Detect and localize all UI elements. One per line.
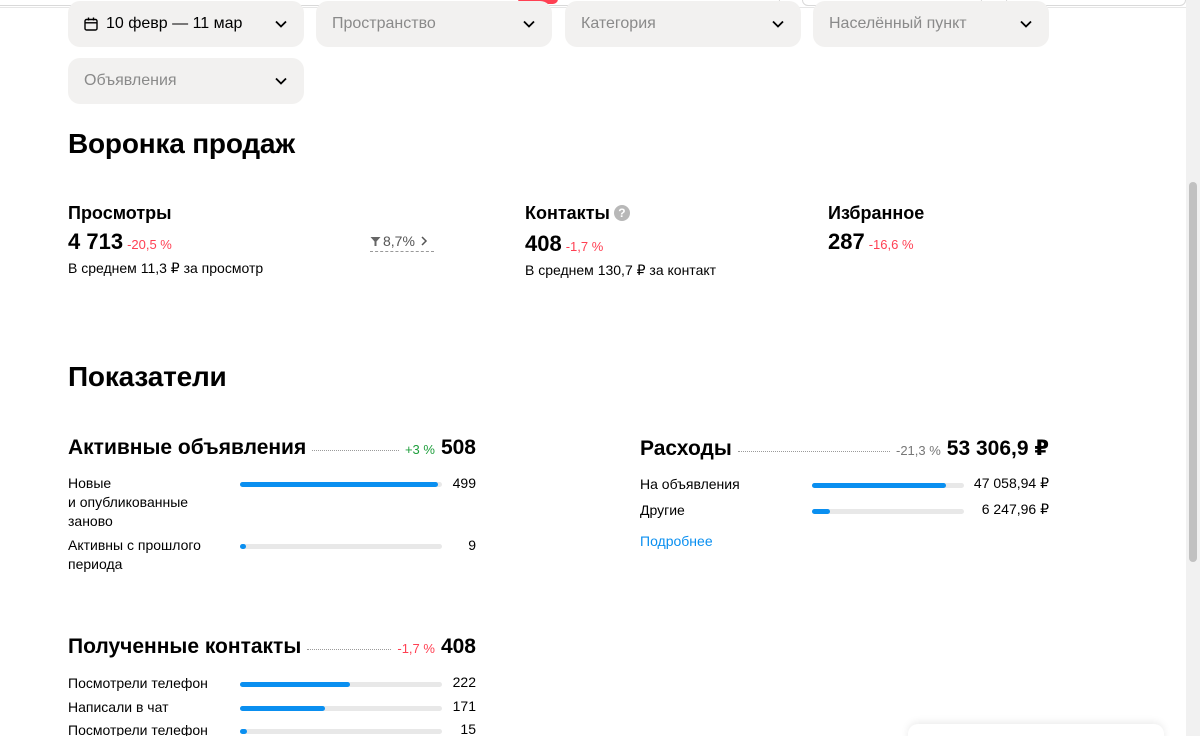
bar-fill: [240, 544, 247, 549]
chevron-down-icon: [772, 20, 784, 28]
expenses-row-label: Другие: [640, 502, 685, 518]
date-range-filter[interactable]: 10 февр — 11 мар: [68, 1, 304, 47]
space-filter-label: Пространство: [332, 15, 436, 32]
contacts-title: Контакты: [525, 203, 610, 223]
active-row-bar: [240, 482, 442, 487]
bar-fill: [240, 706, 325, 711]
expenses-total: 53 306,9 ₽: [946, 437, 1049, 460]
favorites-title: Избранное: [828, 203, 925, 223]
dotted-leader: [312, 450, 399, 451]
contacts-row-label: Написали в чат: [68, 699, 169, 715]
contacts-received-total: 408: [440, 635, 476, 658]
help-icon[interactable]: ?: [613, 205, 630, 221]
more-details-link[interactable]: Подробнее: [640, 533, 713, 549]
locality-filter[interactable]: Населённый пункт: [813, 1, 1049, 47]
floating-panel-edge: [908, 724, 1164, 736]
chevron-down-icon: [275, 20, 287, 28]
contacts-received-delta: -1,7 %: [397, 641, 435, 656]
chevron-down-icon: [275, 77, 287, 85]
dotted-leader: [737, 451, 890, 452]
contacts-row-bar: [240, 682, 442, 687]
funnel-heading: Воронка продаж: [68, 128, 295, 159]
expenses-row-label: На объявления: [640, 476, 740, 492]
locality-filter-label: Населённый пункт: [829, 15, 967, 32]
active-ads-header: Активные объявления +3 % 508: [68, 436, 476, 460]
contacts-row-value: 15: [460, 721, 476, 736]
views-title: Просмотры: [68, 203, 172, 223]
expenses-title: Расходы: [640, 437, 732, 460]
calendar-icon: [84, 17, 98, 31]
views-value-block: 4 713 -20,5 %: [68, 229, 172, 255]
active-ads-total: 508: [440, 436, 476, 459]
conversion-value: 8,7%: [383, 233, 415, 249]
funnel-icon: [370, 236, 381, 246]
expenses-row-value: 47 058,94 ₽: [973, 475, 1049, 491]
contacts-average: В среднем 130,7 ₽ за контакт: [525, 262, 717, 278]
expenses-header: Расходы -21,3 % 53 306,9 ₽: [640, 436, 1049, 461]
conversion-link[interactable]: 8,7%: [370, 233, 434, 252]
active-ads-delta: +3 %: [404, 442, 435, 457]
indicators-heading: Показатели: [68, 361, 227, 392]
favorites-delta: -16,6 %: [868, 237, 914, 252]
scrollbar[interactable]: [1186, 0, 1200, 736]
active-row-value: 499: [452, 475, 476, 491]
bar-fill: [240, 682, 350, 687]
favorites-value: 287: [828, 229, 865, 254]
contacts-row-bar: [240, 729, 442, 734]
category-filter-label: Категория: [581, 15, 656, 32]
contacts-row-label: Посмотрели телефон: [68, 675, 208, 691]
category-filter[interactable]: Категория: [565, 1, 801, 47]
views-value: 4 713: [68, 229, 124, 254]
contacts-received-title: Полученные контакты: [68, 635, 302, 658]
expenses-row-bar: [812, 509, 964, 514]
dotted-leader: [307, 649, 392, 650]
favorites-value-block: 287 -16,6 %: [828, 229, 914, 255]
chevron-down-icon: [523, 20, 535, 28]
contacts-row-value: 171: [452, 698, 476, 714]
active-row-bar: [240, 544, 442, 549]
contacts-value: 408: [525, 231, 562, 256]
active-row-value: 9: [468, 537, 476, 553]
expenses-delta: -21,3 %: [895, 443, 941, 458]
chevron-right-icon: [421, 236, 427, 246]
views-delta: -20,5 %: [127, 237, 172, 252]
bar-fill: [240, 729, 248, 734]
scrollbar-thumb[interactable]: [1189, 182, 1197, 562]
contacts-header: Полученные контакты -1,7 % 408: [68, 635, 476, 659]
contacts-row-value: 222: [452, 674, 476, 690]
ads-filter-label: Объявления: [84, 72, 177, 89]
bar-fill: [240, 482, 439, 487]
chevron-down-icon: [1020, 20, 1032, 28]
active-ads-title: Активные объявления: [68, 436, 307, 459]
bar-fill: [812, 509, 831, 514]
ads-filter[interactable]: Объявления: [68, 58, 304, 104]
bar-fill: [812, 483, 946, 488]
contacts-row-label: Посмотрели телефон: [68, 722, 208, 736]
contacts-delta: -1,7 %: [565, 239, 604, 254]
space-filter[interactable]: Пространство: [316, 1, 552, 47]
contacts-title-block: Контакты?: [525, 203, 630, 224]
active-row-label: Активны с прошлого периода: [68, 537, 201, 572]
expenses-row-bar: [812, 483, 964, 488]
active-row-label: Новые и опубликованные заново: [68, 475, 189, 529]
contacts-value-block: 408 -1,7 %: [525, 231, 603, 257]
expenses-row-value: 6 247,96 ₽: [981, 501, 1049, 517]
views-average: В среднем 11,3 ₽ за просмотр: [68, 260, 264, 276]
contacts-row-bar: [240, 706, 442, 711]
date-range-value: 10 февр — 11 мар: [106, 15, 243, 32]
